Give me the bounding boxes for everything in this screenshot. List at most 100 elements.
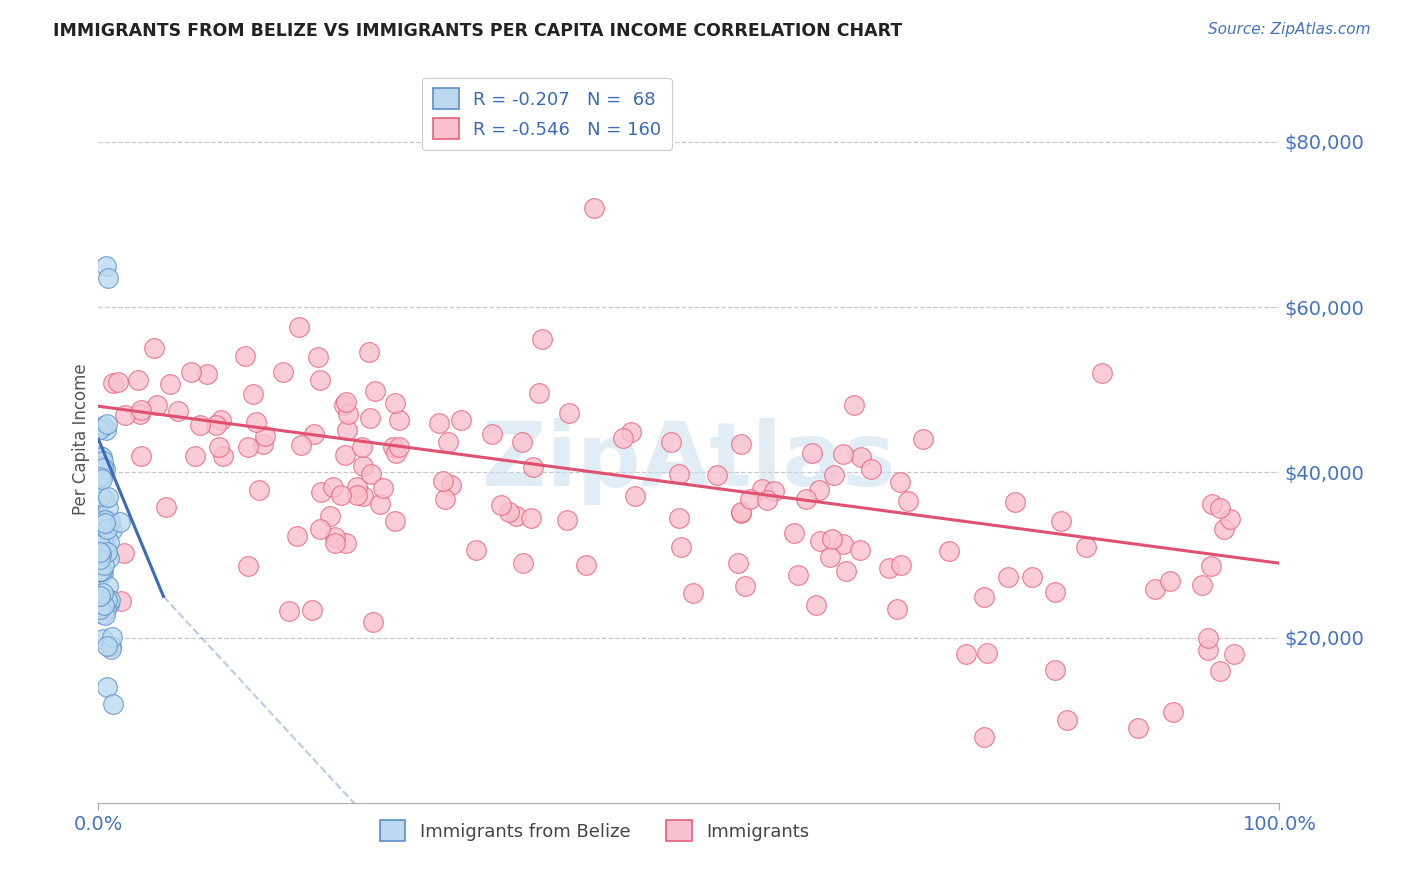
Point [96, 417, 118, 432]
Point [432, 474, 454, 488]
Text: IMMIGRANTS FROM BELIZE VS IMMIGRANTS PER CAPITA INCOME CORRELATION CHART: IMMIGRANTS FROM BELIZE VS IMMIGRANTS PER… [53, 22, 903, 40]
Point [180, 365, 202, 379]
Point [131, 403, 153, 417]
Point [976, 646, 998, 660]
Point [93, 607, 115, 622]
Text: Source: ZipAtlas.com: Source: ZipAtlas.com [1208, 22, 1371, 37]
Point [108, 515, 131, 529]
Point [1201, 497, 1223, 511]
Point [734, 578, 756, 592]
Point [101, 376, 124, 391]
Point [166, 404, 188, 418]
Point [100, 641, 122, 656]
Point [89, 564, 111, 578]
Point [127, 373, 149, 387]
Point [897, 494, 920, 508]
Point [155, 500, 177, 515]
Point [1201, 558, 1223, 573]
Point [997, 570, 1019, 584]
Point [97, 579, 120, 593]
Point [1197, 643, 1219, 657]
Point [89, 469, 111, 483]
Point [1074, 541, 1097, 555]
Point [94, 516, 117, 530]
Point [818, 549, 841, 564]
Point [96, 514, 118, 528]
Point [309, 485, 332, 500]
Point [93, 599, 115, 613]
Point [762, 483, 785, 498]
Point [955, 647, 977, 661]
Point [730, 505, 752, 519]
Point [89, 422, 111, 436]
Point [787, 568, 810, 582]
Point [188, 417, 211, 432]
Point [208, 440, 231, 454]
Point [323, 536, 346, 550]
Point [890, 558, 912, 572]
Point [530, 332, 553, 346]
Point [93, 542, 115, 557]
Point [352, 440, 374, 454]
Point [352, 489, 374, 503]
Point [1222, 647, 1244, 661]
Point [91, 419, 114, 434]
Point [94, 423, 117, 437]
Point [242, 387, 264, 401]
Point [96, 680, 118, 694]
Point [233, 349, 256, 363]
Point [1208, 501, 1230, 516]
Point [96, 523, 118, 537]
Point [835, 564, 858, 578]
Y-axis label: Per Capita Income: Per Capita Income [72, 364, 90, 515]
Point [271, 365, 294, 379]
Point [624, 489, 647, 503]
Point [197, 368, 219, 382]
Point [129, 450, 152, 464]
Point [808, 533, 831, 548]
Point [96, 640, 118, 654]
Point [557, 406, 579, 420]
Point [98, 535, 121, 549]
Point [112, 546, 135, 560]
Point [209, 413, 232, 427]
Point [363, 615, 385, 629]
Point [90, 547, 112, 561]
Point [669, 541, 692, 555]
Point [437, 434, 460, 449]
Point [1213, 522, 1236, 536]
Point [1021, 569, 1043, 583]
Point [1091, 366, 1114, 380]
Point [849, 450, 872, 464]
Point [252, 437, 274, 451]
Point [384, 514, 406, 528]
Point [859, 462, 882, 476]
Point [323, 530, 346, 544]
Point [159, 376, 181, 391]
Point [522, 460, 544, 475]
Point [465, 543, 488, 558]
Point [512, 556, 534, 570]
Point [668, 467, 690, 481]
Point [384, 446, 406, 460]
Point [973, 730, 995, 744]
Point [212, 449, 235, 463]
Point [1050, 514, 1073, 528]
Point [359, 410, 381, 425]
Point [89, 589, 111, 603]
Point [91, 454, 114, 468]
Point [96, 545, 118, 559]
Point [110, 594, 132, 608]
Point [90, 450, 112, 464]
Point [730, 506, 752, 520]
Point [360, 467, 382, 482]
Point [481, 426, 503, 441]
Point [831, 447, 853, 461]
Point [575, 558, 598, 573]
Point [612, 431, 634, 445]
Point [101, 630, 124, 644]
Point [1197, 632, 1219, 646]
Point [101, 697, 124, 711]
Point [93, 461, 115, 475]
Point [94, 602, 117, 616]
